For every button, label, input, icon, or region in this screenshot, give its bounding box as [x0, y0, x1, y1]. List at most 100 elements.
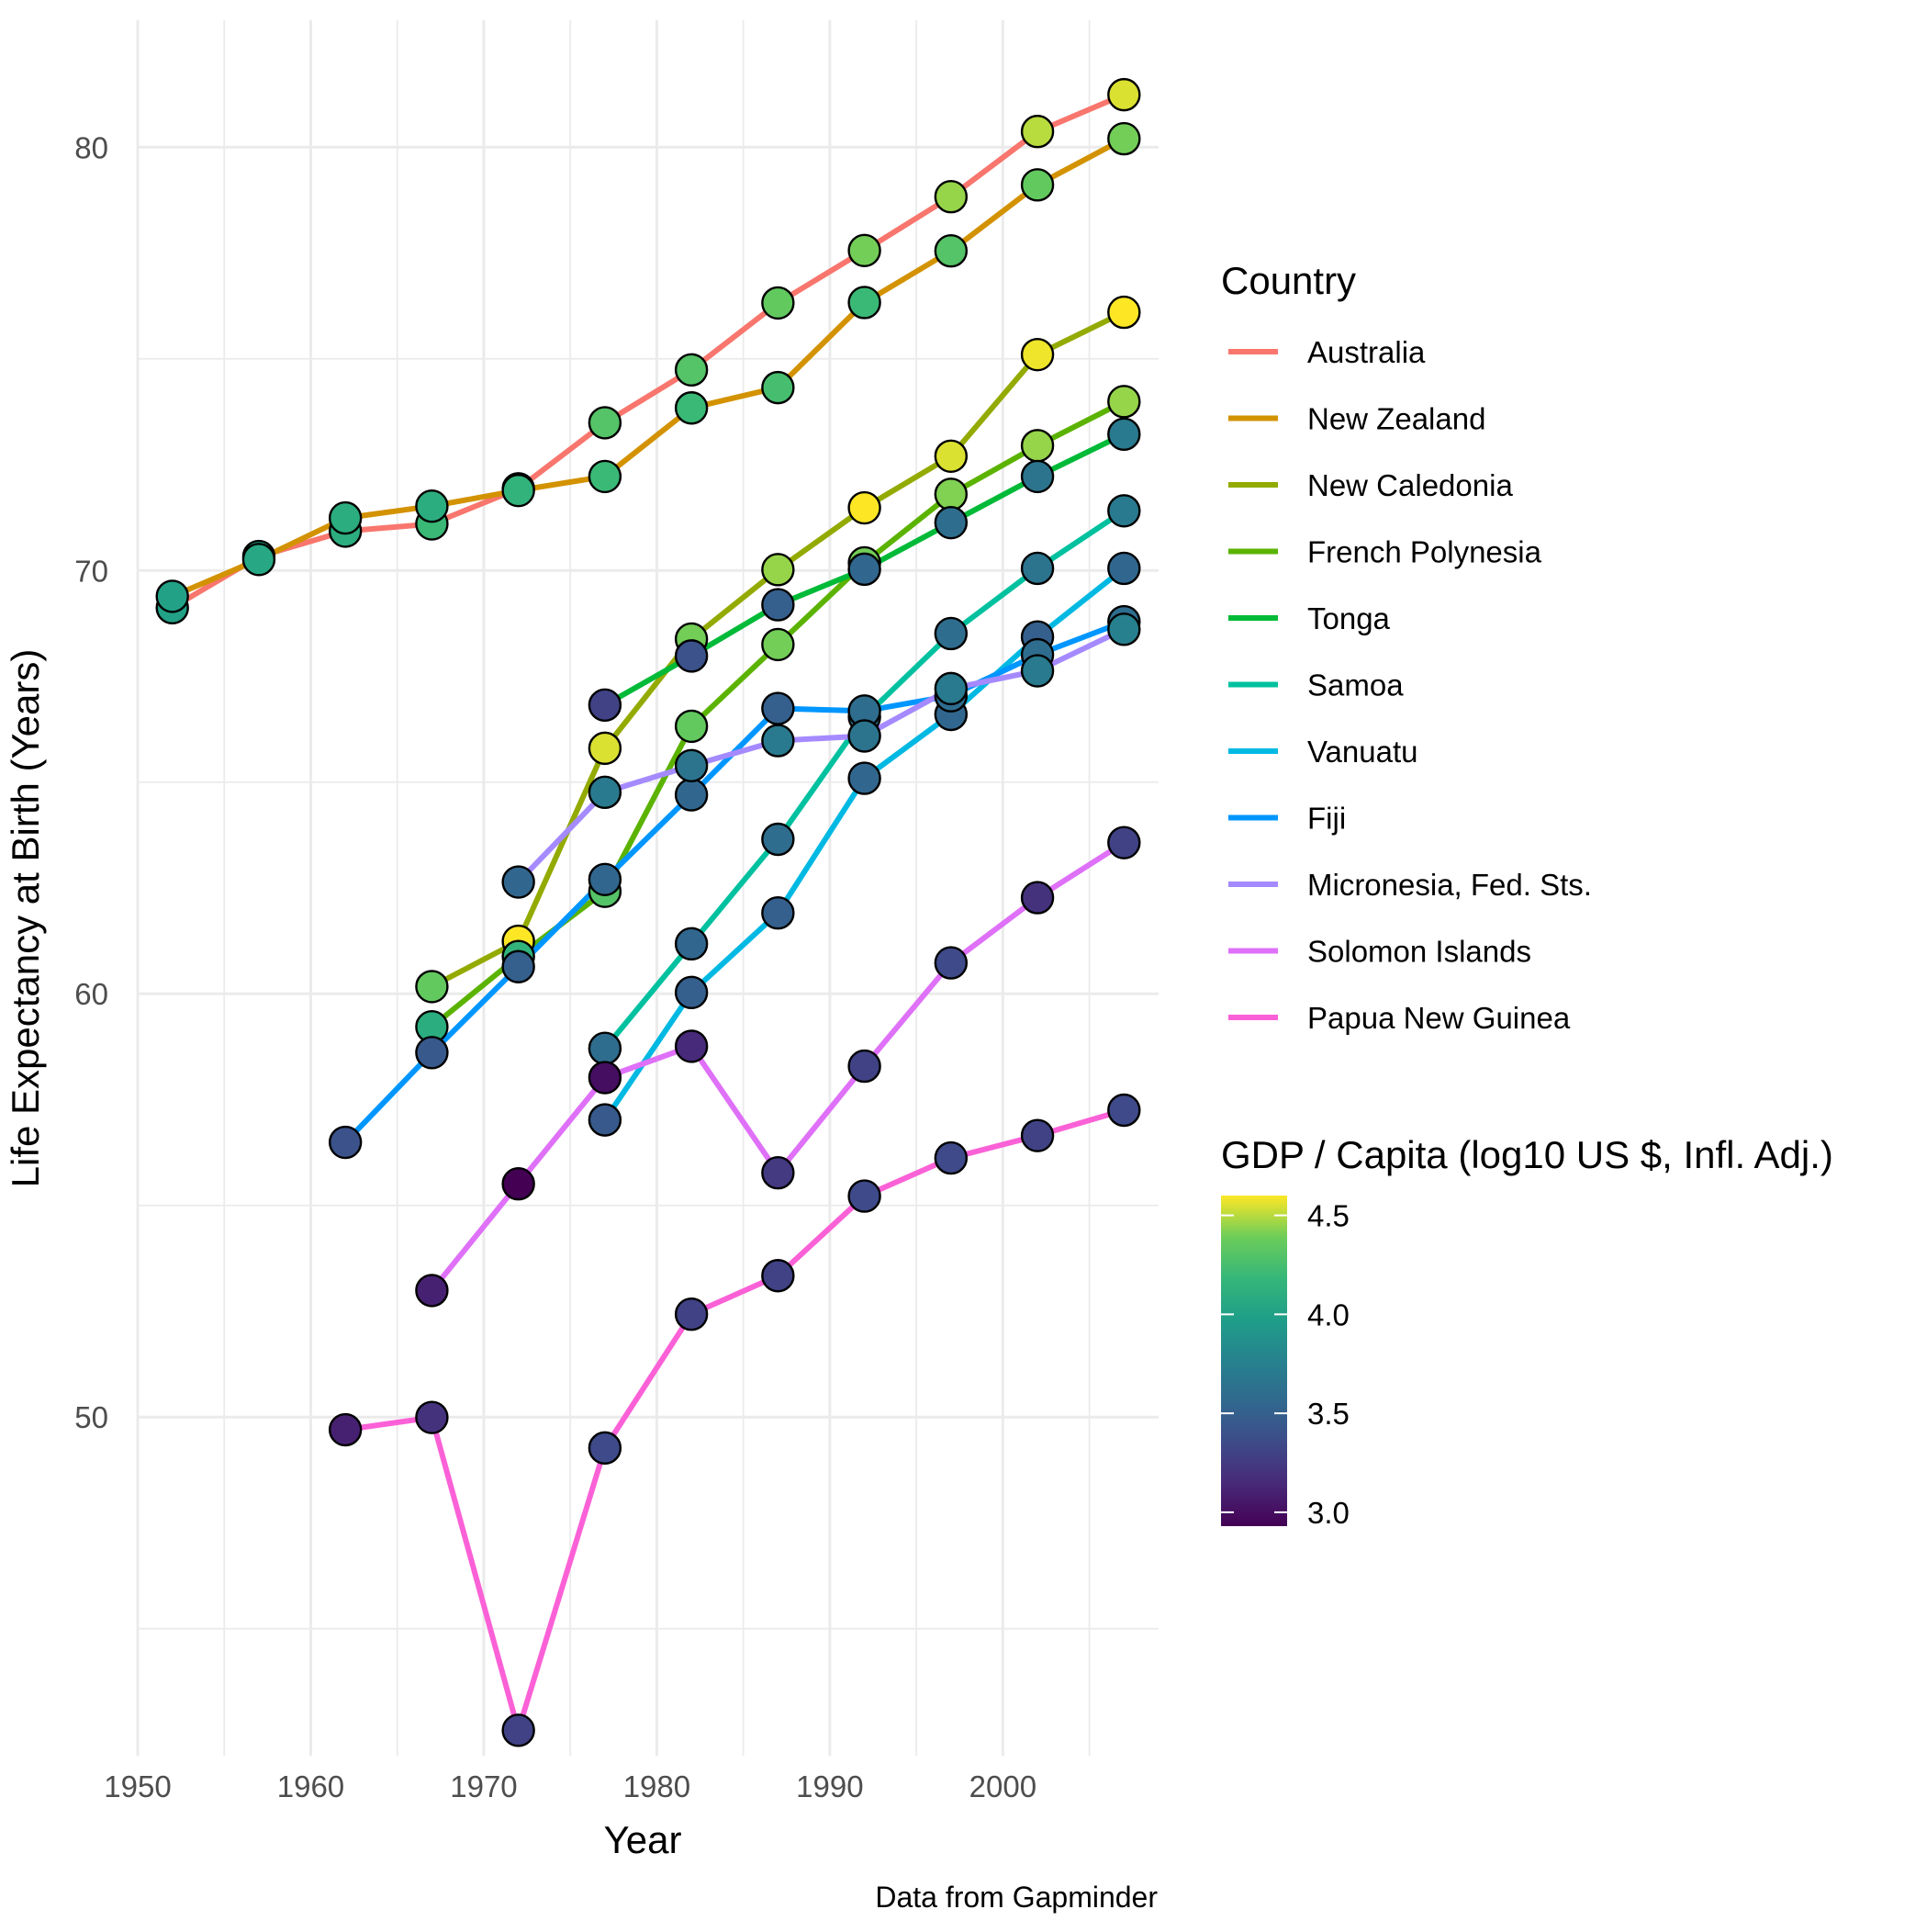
data-point	[588, 1061, 622, 1095]
gdp-tick-label: 3.0	[1307, 1496, 1350, 1530]
legend-label: Solomon Islands	[1307, 935, 1531, 969]
data-point	[588, 459, 622, 494]
data-point	[1020, 168, 1055, 202]
gdp-tick-label: 3.5	[1307, 1397, 1350, 1431]
data-point	[761, 1259, 795, 1293]
data-point	[1107, 612, 1141, 646]
data-point	[674, 927, 709, 961]
data-point	[1107, 385, 1141, 419]
x-tick-label: 1980	[623, 1769, 690, 1803]
data-point	[328, 500, 363, 535]
data-point	[1020, 1118, 1055, 1152]
y-tick-labels: 50 60 70 80	[74, 130, 108, 1434]
legend-label: New Zealand	[1307, 402, 1485, 436]
series-line	[342, 1107, 1127, 1734]
country-legend: Country Australia New Zealand New Caledoni…	[1221, 259, 1592, 1035]
data-point	[847, 1179, 881, 1213]
data-point	[934, 439, 969, 474]
legend-label: Samoa	[1307, 668, 1404, 702]
data-point	[1020, 654, 1055, 688]
data-point	[934, 234, 969, 268]
data-point	[761, 588, 795, 622]
data-point	[1107, 417, 1141, 452]
minor-gridlines	[138, 20, 1159, 1756]
data-point	[847, 490, 881, 525]
data-point	[674, 748, 709, 782]
gdp-tick-label: 4.5	[1307, 1199, 1350, 1233]
gdp-legend: GDP / Capita (log10 US $, Infl. Adj.) 4.…	[1221, 1133, 1833, 1530]
legend-label: Micronesia, Fed. Sts.	[1307, 868, 1592, 902]
data-point	[674, 639, 709, 673]
y-tick-label: 60	[74, 977, 108, 1011]
x-tick-label: 1990	[796, 1769, 863, 1803]
data-point	[674, 391, 709, 425]
legend-label: Tonga	[1307, 601, 1391, 635]
data-point	[934, 477, 969, 511]
data-point	[674, 778, 709, 812]
data-point	[588, 775, 622, 810]
y-tick-label: 70	[74, 554, 108, 588]
data-point	[847, 233, 881, 267]
data-point	[1107, 551, 1141, 586]
data-point	[328, 1412, 363, 1447]
data-point	[761, 370, 795, 405]
x-tick-labels: 1950 1960 1970 1980 1990 2000	[104, 1769, 1036, 1803]
data-point	[1107, 494, 1141, 528]
legend-label: Australia	[1307, 335, 1426, 369]
country-legend-title: Country	[1221, 259, 1356, 302]
data-point	[1020, 337, 1055, 372]
data-point	[415, 1036, 449, 1070]
legend-label: French Polynesia	[1307, 535, 1542, 569]
data-point	[761, 286, 795, 320]
data-point	[155, 579, 189, 613]
data-point	[674, 975, 709, 1010]
data-point	[761, 822, 795, 857]
data-point	[588, 1103, 622, 1137]
data-point	[761, 691, 795, 725]
data-point	[1020, 551, 1055, 586]
data-point	[588, 688, 622, 723]
data-point	[1107, 1093, 1141, 1128]
data-point	[847, 1049, 881, 1084]
gdp-colorbar	[1221, 1196, 1287, 1526]
data-point	[934, 1140, 969, 1175]
data-point	[501, 473, 535, 508]
data-point	[934, 616, 969, 651]
data-point	[415, 970, 449, 1004]
data-point	[501, 1167, 535, 1201]
data-point	[501, 1713, 535, 1747]
data-point	[1107, 77, 1141, 112]
data-point	[761, 1156, 795, 1190]
data-point	[934, 505, 969, 540]
data-point	[1020, 115, 1055, 149]
legend-label: Fiji	[1307, 802, 1346, 836]
series-points	[155, 77, 1141, 1747]
data-point	[847, 761, 881, 795]
legend-label: Vanuatu	[1307, 735, 1418, 769]
legend-label: New Caledonia	[1307, 468, 1513, 502]
data-point	[847, 719, 881, 753]
data-point	[1107, 826, 1141, 859]
data-point	[674, 353, 709, 387]
data-point	[588, 1031, 622, 1065]
data-point	[1107, 295, 1141, 330]
data-point	[761, 895, 795, 930]
data-point	[588, 862, 622, 896]
data-point	[501, 949, 535, 983]
data-point	[847, 552, 881, 587]
y-tick-label: 50	[74, 1400, 108, 1434]
legend-label: Papua New Guinea	[1307, 1001, 1571, 1035]
data-point	[934, 180, 969, 214]
data-point	[328, 1125, 363, 1160]
data-point	[1020, 881, 1055, 915]
data-point	[674, 1029, 709, 1063]
caption: Data from Gapminder	[875, 1881, 1158, 1914]
data-point	[415, 1274, 449, 1308]
x-tick-label: 1950	[104, 1769, 171, 1803]
y-tick-label: 80	[74, 130, 108, 164]
data-point	[1020, 459, 1055, 494]
data-point	[761, 724, 795, 758]
data-point	[588, 406, 622, 440]
data-point	[674, 1297, 709, 1331]
